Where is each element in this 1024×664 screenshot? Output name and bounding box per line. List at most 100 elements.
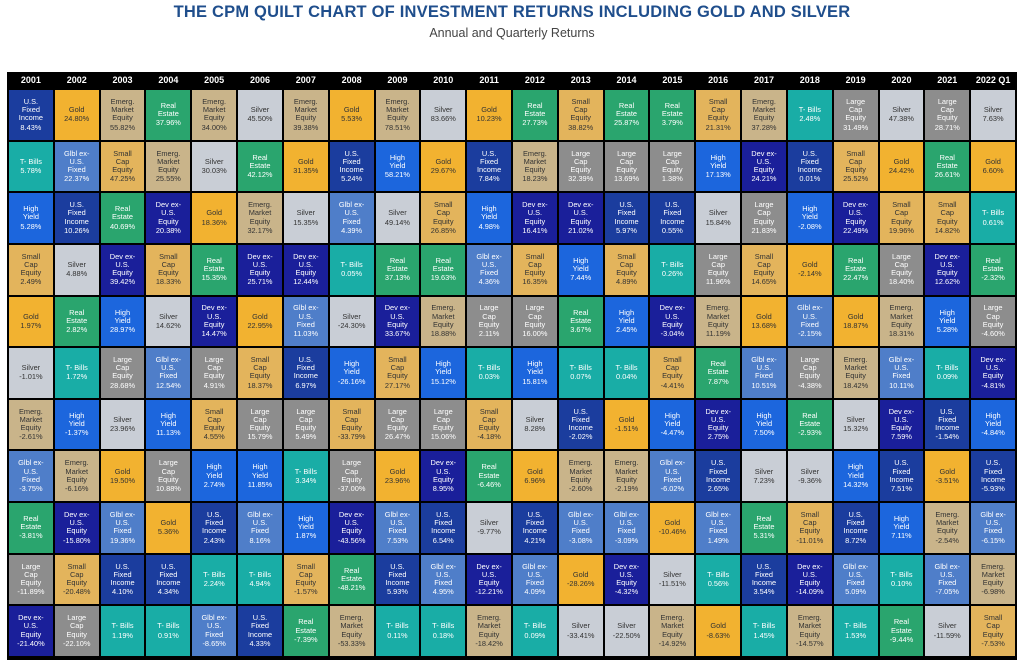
quilt-cell: Dev ex- U.S. Equity 25.71% bbox=[238, 244, 282, 295]
asset-label: Small bbox=[388, 355, 407, 365]
asset-label: Equity bbox=[478, 578, 500, 588]
return-value: 13.69% bbox=[613, 174, 640, 184]
quilt-cell: Small Cap Equity 27.17% bbox=[375, 348, 420, 398]
asset-label: Fixed bbox=[617, 526, 636, 536]
quilt-cell: Dev ex- U.S. Equity 12.62% bbox=[925, 244, 970, 295]
quilt-cell: Dev ex- U.S. Equity 8.95% bbox=[421, 451, 466, 502]
asset-label: Income bbox=[660, 216, 685, 226]
return-value: 0.18% bbox=[432, 630, 454, 640]
quilt-cell: Gold 23.96% bbox=[375, 451, 420, 502]
asset-label: U.S. bbox=[665, 311, 680, 321]
asset-label: Dev ex- bbox=[18, 613, 44, 623]
quilt-cell: Small Cap Equity -20.48% bbox=[54, 554, 99, 605]
asset-label: Equity bbox=[203, 113, 225, 123]
asset-label: U.S. bbox=[894, 414, 909, 424]
return-value: -9.36% bbox=[798, 475, 822, 485]
asset-label: Equity bbox=[707, 423, 729, 433]
return-value: -43.56% bbox=[337, 535, 366, 545]
return-value: 15.12% bbox=[430, 376, 456, 386]
return-value: -4.81% bbox=[981, 380, 1005, 390]
quilt-cell: U.S. Fixed Income 7.51% bbox=[879, 451, 924, 502]
quilt-cell: Gold 24.42% bbox=[879, 141, 924, 192]
asset-label: Fixed bbox=[663, 208, 682, 218]
asset-label: Fixed bbox=[571, 414, 590, 424]
asset-label: T- Bills bbox=[981, 208, 1005, 218]
return-value: -10.46% bbox=[658, 527, 687, 537]
quilt-cell: Emerg. Market Equity -2.61% bbox=[9, 399, 53, 450]
quilt-cell: T- Bills 5.78% bbox=[9, 141, 53, 192]
return-value: -9.77% bbox=[477, 527, 501, 537]
quilt-cell: Silver -11.51% bbox=[650, 554, 695, 605]
quilt-cell: T- Bills 0.18% bbox=[421, 606, 466, 656]
asset-label: Cap bbox=[894, 208, 909, 218]
return-value: 4.39% bbox=[341, 225, 363, 235]
quilt-cell: Small Cap Equity 18.37% bbox=[238, 348, 282, 398]
quilt-cell: Dev ex- U.S. Equity 7.59% bbox=[879, 399, 924, 450]
asset-label: Dev ex- bbox=[293, 251, 319, 261]
quilt-cell: Gold 19.50% bbox=[100, 451, 145, 502]
asset-label: Silver bbox=[434, 105, 453, 115]
return-value: 14.65% bbox=[751, 277, 777, 287]
return-value: 8.43% bbox=[20, 122, 42, 132]
return-value: -7.53% bbox=[981, 638, 1005, 648]
asset-label: Equity bbox=[891, 423, 912, 433]
quilt-cell: T- Bills 4.94% bbox=[238, 554, 282, 605]
return-value: 19.63% bbox=[430, 273, 456, 283]
asset-label: Dev ex- bbox=[751, 148, 777, 158]
asset-label: Fixed bbox=[663, 474, 682, 484]
return-value: -6.16% bbox=[65, 483, 89, 493]
asset-label: Yield bbox=[251, 470, 269, 480]
asset-label: Equity bbox=[203, 423, 225, 433]
asset-label: Equity bbox=[341, 474, 362, 484]
return-value: -3.08% bbox=[569, 535, 593, 545]
quilt-cell: Small Cap Equity -4.18% bbox=[467, 399, 511, 450]
asset-label: U.S. bbox=[115, 260, 130, 270]
asset-label: Equity bbox=[249, 268, 271, 278]
return-value: 33.67% bbox=[384, 329, 410, 339]
asset-label: Silver bbox=[663, 569, 682, 579]
quilt-cell: T- Bills 0.09% bbox=[925, 348, 970, 398]
asset-label: Cap bbox=[69, 569, 84, 579]
return-value: 17.13% bbox=[705, 170, 731, 180]
asset-label: Large bbox=[800, 355, 820, 365]
return-value: 58.21% bbox=[384, 170, 410, 180]
quilt-cell: Real Estate 37.96% bbox=[146, 90, 191, 140]
asset-label: Gold bbox=[710, 621, 726, 631]
asset-label: Silver bbox=[571, 621, 590, 631]
return-value: 6.97% bbox=[295, 380, 317, 390]
asset-label: Estate bbox=[524, 109, 546, 119]
return-value: -48.21% bbox=[337, 583, 366, 593]
asset-label: Fixed bbox=[846, 518, 865, 528]
asset-label: Income bbox=[476, 164, 502, 174]
quilt-cell: High Yield -2.08% bbox=[787, 193, 832, 243]
asset-label: U.S. bbox=[481, 260, 497, 270]
asset-label: Estate bbox=[66, 315, 88, 325]
asset-label: Real bbox=[527, 101, 543, 110]
quilt-cell: Emerg. Market Equity -14.92% bbox=[650, 606, 695, 656]
quilt-cell: Dev ex- U.S. Equity -4.81% bbox=[971, 348, 1015, 398]
asset-label: Small bbox=[800, 509, 820, 519]
return-value: -7.39% bbox=[294, 634, 318, 644]
asset-label: Estate bbox=[478, 470, 500, 480]
asset-label: Fixed bbox=[159, 371, 178, 381]
asset-label: Silver bbox=[983, 105, 1003, 115]
quilt-cell: Dev ex- U.S. Equity 22.49% bbox=[833, 193, 878, 243]
quilt-cell: Emerg. Market Equity 18.23% bbox=[513, 141, 557, 192]
asset-label: U.S. bbox=[115, 518, 130, 528]
asset-label: Equity bbox=[295, 268, 317, 278]
asset-label: U.S. bbox=[206, 509, 222, 519]
asset-label: Cap bbox=[24, 260, 38, 270]
asset-label: Yield bbox=[939, 315, 956, 325]
asset-label: Glbl ex- bbox=[155, 355, 182, 365]
return-value: 18.36% bbox=[201, 217, 227, 227]
asset-label: Market bbox=[248, 208, 272, 218]
quilt-cell: Silver 30.03% bbox=[192, 141, 237, 192]
asset-label: Real bbox=[114, 204, 131, 214]
asset-label: Estate bbox=[157, 109, 179, 119]
return-value: 47.25% bbox=[109, 174, 136, 184]
quilt-cell: Gold -8.63% bbox=[696, 606, 741, 656]
asset-label: Silver bbox=[938, 621, 957, 631]
quilt-cell: Real Estate 2.82% bbox=[54, 296, 99, 347]
asset-label: Equity bbox=[570, 113, 591, 123]
return-value: 8.72% bbox=[845, 535, 867, 545]
